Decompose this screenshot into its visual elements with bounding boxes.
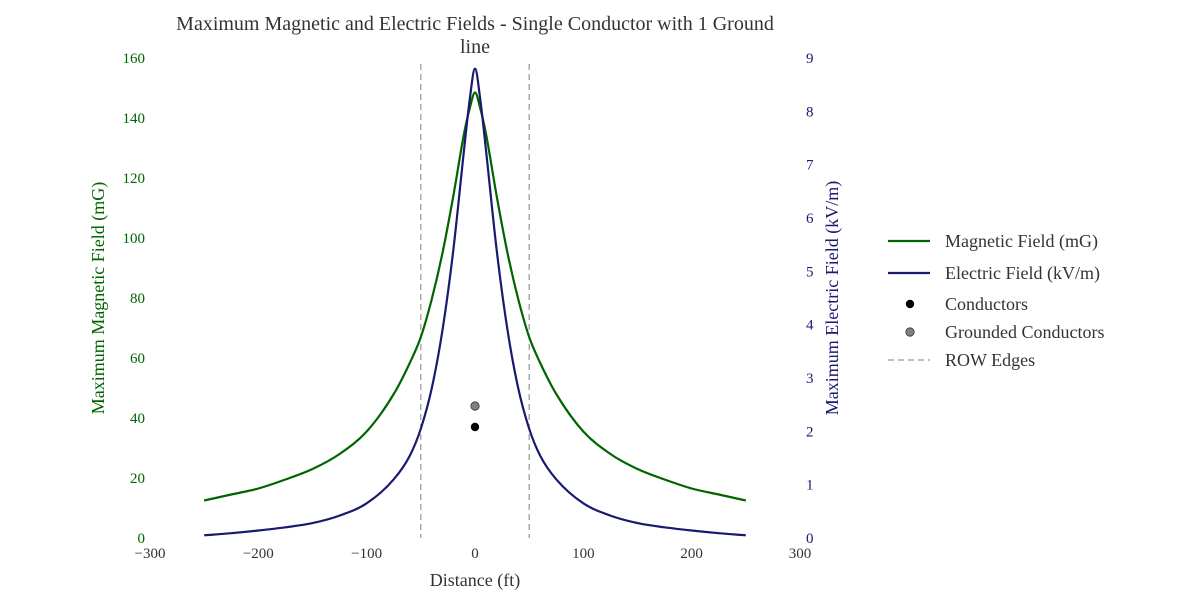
x-tick-label: −200 [243,546,274,562]
y-left-axis-ticks: 0 20 40 60 80 100 120 140 160 [123,51,146,547]
legend-label: Electric Field (kV/m) [945,263,1100,284]
y-right-tick-label: 9 [806,51,814,67]
legend-item: Conductors [905,294,1028,314]
y-right-tick-label: 7 [806,158,814,174]
y-right-tick-label: 2 [806,424,814,440]
x-tick-label: 0 [471,546,479,562]
legend-item: ROW Edges [888,350,1035,370]
conductor-point [470,422,480,432]
row-edges [420,64,530,538]
y-left-tick-label: 120 [123,171,146,187]
legend-label: Grounded Conductors [945,322,1104,342]
grounded-conductor-point [470,401,480,411]
y-left-tick-label: 40 [130,411,145,427]
x-tick-label: 300 [789,546,812,562]
y-right-axis-ticks: 0 1 2 3 4 5 6 7 8 9 [806,51,814,547]
y-right-tick-label: 1 [806,478,814,494]
y-right-tick-label: 8 [806,104,814,120]
x-axis-label: Distance (ft) [430,570,520,591]
y-left-tick-label: 80 [130,291,145,307]
x-tick-label: 100 [572,546,595,562]
magnetic-field-line [203,91,747,502]
legend-item: Grounded Conductors [905,322,1104,342]
series-lines [203,67,747,537]
legend-swatch-dot [905,299,915,309]
y-left-tick-label: 100 [123,231,146,247]
electric-field-line [204,67,746,537]
x-tick-label: −300 [135,546,166,562]
x-tick-label: −100 [351,546,382,562]
y-left-tick-label: 160 [123,51,146,67]
legend-label: Conductors [945,294,1028,314]
y-left-tick-label: 20 [130,471,145,487]
y-right-tick-label: 3 [806,371,814,387]
legend-label: Magnetic Field (mG) [945,231,1098,252]
y-right-tick-label: 0 [806,531,814,547]
y-right-tick-label: 6 [806,211,814,227]
y-right-axis-label: Maximum Electric Field (kV/m) [822,181,843,415]
conductor-points [470,401,480,432]
legend-item: Magnetic Field (mG) [888,231,1098,252]
legend-label: ROW Edges [945,350,1035,370]
y-right-tick-label: 5 [806,264,814,280]
y-left-axis-label: Maximum Magnetic Field (mG) [88,182,109,414]
y-right-tick-label: 4 [806,318,814,334]
y-left-tick-label: 60 [130,351,145,367]
x-axis-ticks: −300 −200 −100 0 100 200 300 [135,546,812,562]
legend: Magnetic Field (mG) Electric Field (kV/m)… [888,231,1104,370]
legend-item: Electric Field (kV/m) [888,263,1100,284]
x-tick-label: 200 [680,546,703,562]
legend-swatch-dot [905,327,915,337]
chart-title-line2: line [460,36,490,58]
y-left-tick-label: 0 [138,531,146,547]
y-left-tick-label: 140 [123,111,146,127]
chart-title-line1: Maximum Magnetic and Electric Fields - S… [176,13,774,35]
